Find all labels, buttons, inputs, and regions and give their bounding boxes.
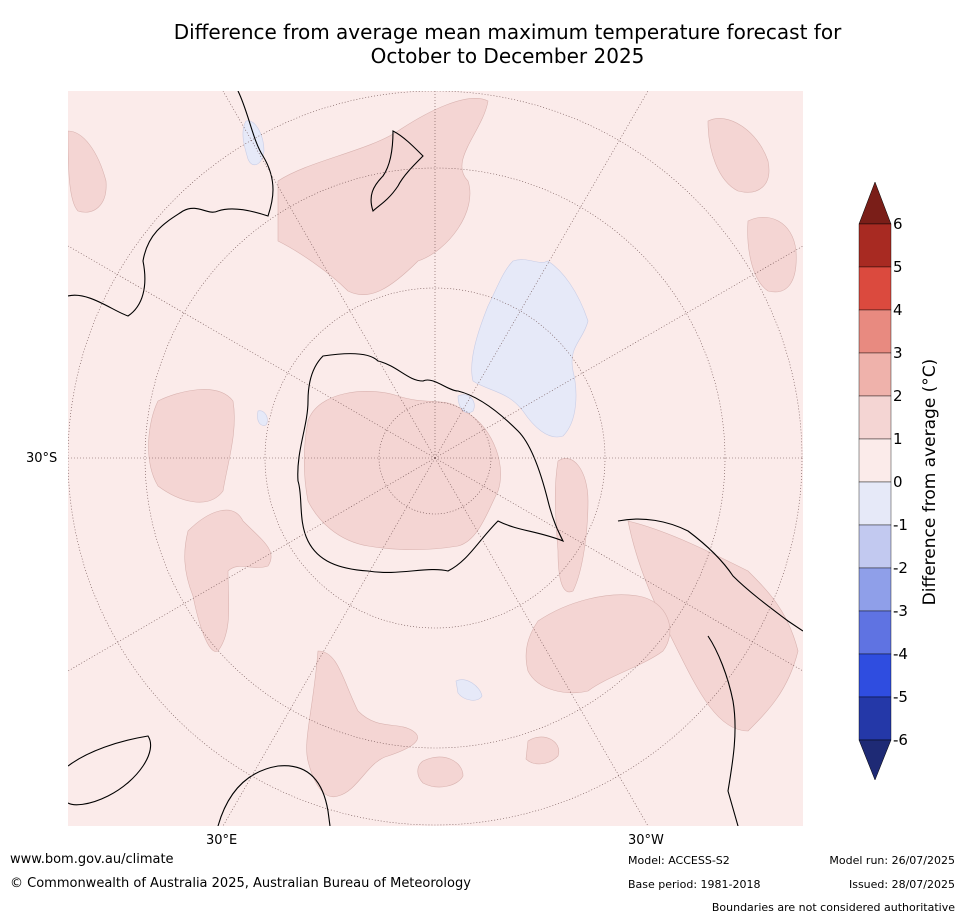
- chart-title: Difference from average mean maximum tem…: [60, 20, 955, 68]
- colorbar-tick-label: -1: [893, 516, 908, 534]
- small-cool-region-2: [455, 679, 483, 701]
- indian-ocean-warm-region: [184, 509, 272, 652]
- colorbar-under-arrow: [858, 739, 892, 781]
- footer-boundaries: Boundaries are not considered authoritat…: [711, 901, 955, 914]
- east-pacific-warm-region: [554, 458, 589, 593]
- colorbar-box: [858, 266, 892, 311]
- south-atlantic-warm-region: [306, 650, 418, 798]
- footer-model: Model: ACCESS-S2: [628, 854, 730, 867]
- colorbar-box: [858, 524, 892, 569]
- footer-copyright: © Commonwealth of Australia 2025, Austra…: [10, 876, 471, 891]
- colorbar-ticks: 6 5 4 3 2 1 0 -1 -2 -3 -4 -5 -6: [893, 215, 908, 749]
- atlantic-warm-region: [417, 756, 464, 788]
- pacific-cool-region: [471, 259, 589, 438]
- north-east-warm-region: [747, 216, 797, 293]
- pacific-warm-region: [525, 594, 671, 694]
- tasman-warm-region: [277, 98, 489, 295]
- title-line-2: October to December 2025: [370, 44, 645, 68]
- colorbar-tick-label: -4: [893, 645, 908, 663]
- colorbar-box: [858, 481, 892, 526]
- colorbar-box: [858, 696, 892, 741]
- small-cool-region-4: [457, 394, 475, 413]
- africa-coastline: [68, 735, 331, 826]
- coastlines: [68, 91, 803, 826]
- colorbar-tick-label: 6: [893, 215, 903, 233]
- colorbar-tick-label: 1: [893, 430, 903, 448]
- colorbar-tick-label: 3: [893, 344, 903, 362]
- colorbar-tick-label: 4: [893, 301, 903, 319]
- colorbar-tick-label: -2: [893, 559, 908, 577]
- warm-anomaly-regions: [68, 98, 799, 798]
- colorbar-box: [858, 395, 892, 440]
- south-america-coastline: [617, 518, 803, 826]
- southern-ocean-warm-region: [148, 389, 235, 503]
- colorbar-tick-label: 2: [893, 387, 903, 405]
- colorbar: 6 5 4 3 2 1 0 -1 -2 -3 -4 -5 -6 Difference from aver…: [858, 181, 940, 781]
- colorbar-box: [858, 610, 892, 655]
- drake-warm-region: [525, 736, 560, 765]
- graticule: [68, 91, 803, 826]
- footer-base-period: Base period: 1981-2018: [628, 878, 761, 891]
- new-zealand-coastline: [370, 130, 424, 213]
- footer-issued: Issued: 28/07/2025: [848, 878, 955, 891]
- colorbar-box: [858, 438, 892, 483]
- colorbar-tick-label: -3: [893, 602, 908, 620]
- colorbar-tick-label: -5: [893, 688, 908, 706]
- west-margin-warm-region: [68, 130, 107, 213]
- lon-label-30e: 30°E: [206, 833, 238, 848]
- colorbar-box: [858, 223, 892, 268]
- colorbar-over-arrow: [858, 181, 892, 225]
- antarctica-coastline: [297, 353, 565, 573]
- colorbar-tick-label: -6: [893, 731, 908, 749]
- far-east-warm-region: [707, 118, 770, 193]
- lat-label-30s: 30°S: [26, 451, 58, 466]
- colorbar-label: Difference from average (°C): [920, 359, 940, 606]
- footer-model-run: Model run: 26/07/2025: [829, 854, 955, 867]
- title-line-1: Difference from average mean maximum tem…: [173, 20, 842, 44]
- antarctica-warm-region: [303, 391, 501, 551]
- colorbar-box: [858, 309, 892, 354]
- lon-label-30w: 30°W: [628, 833, 664, 848]
- colorbar-boxes: [858, 223, 892, 741]
- colorbar-box: [858, 653, 892, 698]
- polar-map: [68, 91, 803, 826]
- colorbar-tick-label: 0: [893, 473, 903, 491]
- colorbar-box: [858, 352, 892, 397]
- australia-coastline: [68, 91, 274, 317]
- small-cool-region-3: [257, 410, 268, 426]
- cool-anomaly-regions: [242, 120, 589, 701]
- footer-url[interactable]: www.bom.gov.au/climate: [10, 852, 174, 867]
- colorbar-box: [858, 567, 892, 612]
- colorbar-tick-label: 5: [893, 258, 903, 276]
- small-cool-region-1: [242, 120, 265, 166]
